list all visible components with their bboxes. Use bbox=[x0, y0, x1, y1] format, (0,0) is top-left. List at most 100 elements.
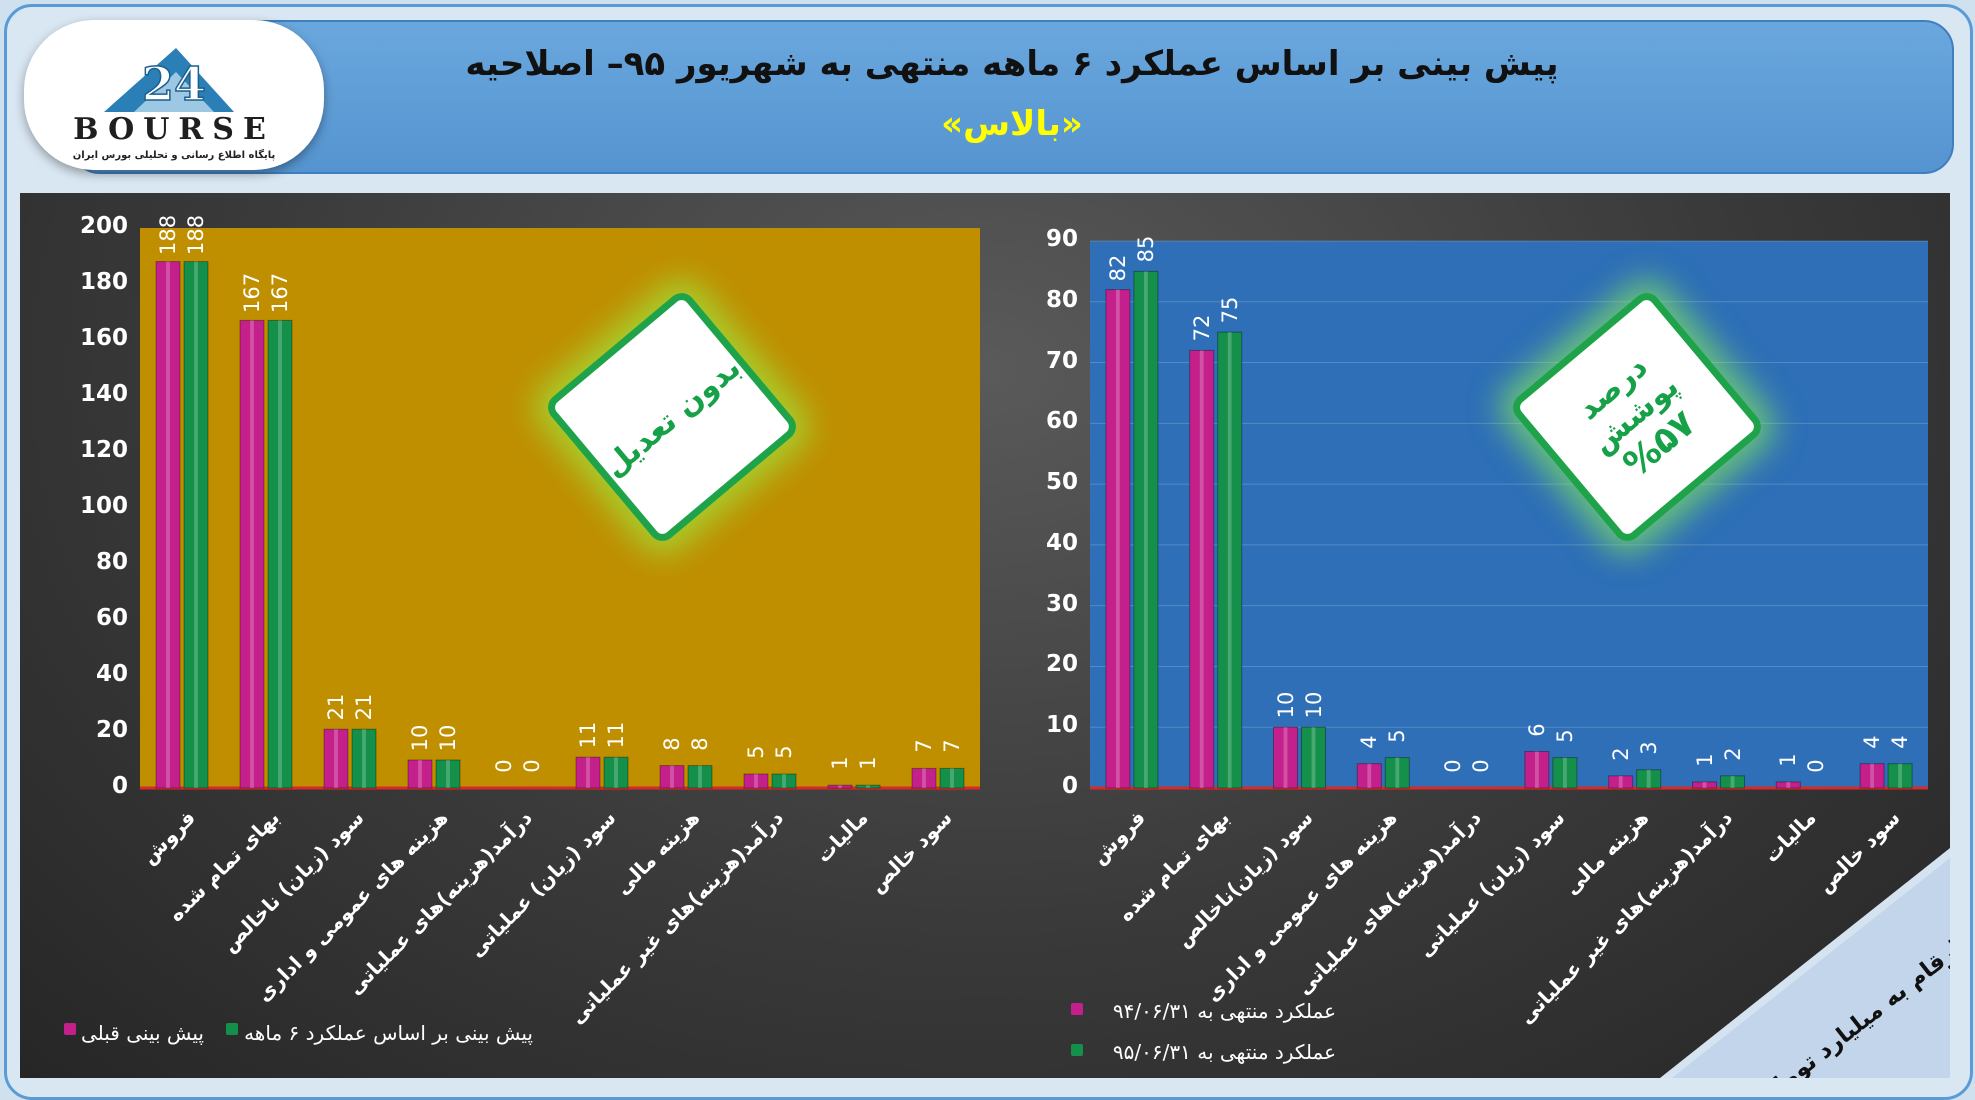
y-tick-label: 120 bbox=[79, 437, 128, 463]
y-tick-label: 90 bbox=[1045, 226, 1078, 252]
bar-series-2 bbox=[183, 261, 209, 789]
bar-series-1 bbox=[743, 773, 769, 789]
bar-value-label: 10 bbox=[1301, 691, 1326, 719]
bar-value-label: 1 bbox=[856, 756, 880, 770]
bar-series-1 bbox=[239, 319, 265, 789]
bar-value-label: 167 bbox=[268, 273, 292, 314]
bar-value-label: 10 bbox=[1273, 691, 1298, 719]
bar-value-label: 6 bbox=[1524, 722, 1549, 737]
legend-swatch-series1 bbox=[64, 1023, 76, 1035]
logo-wordmark: BOURSE bbox=[73, 112, 275, 147]
bar-value-label: 4 bbox=[1888, 735, 1913, 749]
bar-value-label: 0 bbox=[520, 759, 544, 773]
y-tick-label: 160 bbox=[79, 325, 128, 351]
bar-highlight bbox=[1311, 727, 1316, 788]
bar-highlight bbox=[166, 261, 170, 789]
bar-highlight bbox=[614, 757, 618, 788]
bar-highlight bbox=[250, 320, 254, 788]
legend-swatch-series2 bbox=[226, 1023, 238, 1035]
bar-highlight bbox=[586, 757, 590, 788]
bar-value-label: 7 bbox=[912, 739, 936, 754]
bar-value-label: 188 bbox=[184, 214, 208, 255]
bar-series-2 bbox=[855, 784, 881, 789]
bar-highlight bbox=[670, 765, 674, 788]
bar-highlight bbox=[838, 785, 842, 788]
bar-highlight bbox=[754, 774, 758, 788]
bar-value-label: 72 bbox=[1189, 315, 1214, 342]
bar-highlight bbox=[418, 760, 422, 788]
bar-series-1 bbox=[1356, 763, 1382, 789]
bar-value-label: 1 bbox=[1776, 753, 1801, 767]
bar-value-label: 1 bbox=[1692, 753, 1717, 767]
plot-area bbox=[1090, 241, 1928, 788]
bar-series-1 bbox=[1608, 775, 1634, 789]
bar-highlight bbox=[1898, 763, 1903, 788]
page-title: پیش بینی بر اساس عملکرد ۶ ماهه منتهی به … bbox=[465, 44, 1559, 84]
bar-value-label: 8 bbox=[660, 736, 684, 751]
bar-series-2 bbox=[1217, 331, 1243, 789]
bar-value-label: 5 bbox=[744, 745, 768, 759]
bar-highlight bbox=[1870, 763, 1875, 788]
bar-value-label: 21 bbox=[352, 693, 376, 721]
bar-highlight bbox=[1702, 781, 1707, 788]
logo: 24 BOURSE پایگاه اطلاع رسانی و تحلیلی بو… bbox=[24, 20, 324, 170]
bar-value-label: 0 bbox=[1804, 759, 1829, 773]
y-tick-label: 50 bbox=[1045, 469, 1078, 496]
bar-series-2 bbox=[1384, 757, 1410, 789]
bar-series-1 bbox=[911, 767, 937, 789]
bar-series-2 bbox=[687, 765, 713, 789]
bar-series-2 bbox=[1552, 757, 1578, 789]
bar-series-1 bbox=[1105, 289, 1131, 789]
bar-value-label: 188 bbox=[156, 214, 180, 255]
y-tick-label: 60 bbox=[95, 605, 128, 631]
bar-highlight bbox=[1143, 271, 1148, 788]
y-tick-label: 10 bbox=[1045, 712, 1078, 739]
bar-series-1 bbox=[575, 756, 601, 789]
bar-highlight bbox=[1534, 751, 1539, 788]
y-tick-label: 80 bbox=[95, 549, 128, 575]
bar-series-2 bbox=[939, 767, 965, 789]
bar-value-label: 4 bbox=[1860, 735, 1885, 749]
y-tick-label: 40 bbox=[1045, 529, 1078, 556]
bar-series-2 bbox=[351, 728, 377, 789]
bar-value-label: 11 bbox=[576, 721, 600, 749]
bar-series-1 bbox=[1273, 726, 1298, 789]
bar-highlight bbox=[1227, 332, 1232, 788]
bar-highlight bbox=[362, 729, 366, 788]
y-tick-label: 0 bbox=[1061, 773, 1078, 799]
bar-series-2 bbox=[771, 773, 797, 789]
bar-series-1 bbox=[323, 728, 349, 789]
bar-series-1 bbox=[1524, 751, 1550, 789]
bar-series-1 bbox=[407, 759, 433, 789]
legend-swatch-95 bbox=[1071, 1044, 1083, 1056]
bar-value-label: 2 bbox=[1720, 747, 1745, 761]
bar-value-label: 10 bbox=[408, 724, 432, 752]
legend-swatch-94 bbox=[1071, 1003, 1083, 1015]
bar-series-2 bbox=[603, 756, 629, 789]
bar-highlight bbox=[1562, 757, 1567, 788]
bar-value-label: 167 bbox=[240, 273, 264, 314]
bar-series-1 bbox=[1859, 763, 1885, 789]
y-tick-label: 60 bbox=[1045, 408, 1078, 435]
bar-value-label: 75 bbox=[1217, 296, 1242, 324]
header-banner: پیش بینی بر اساس عملکرد ۶ ماهه منتهی به … bbox=[70, 20, 1954, 174]
legend-label-94: عملکرد منتهی به ۹۴/۰۶/۳۱ bbox=[1112, 999, 1336, 1023]
bar-value-label: 5 bbox=[772, 745, 796, 759]
bar-highlight bbox=[446, 760, 450, 788]
legend-label-series2: پیش بینی بر اساس عملکرد ۶ ماهه bbox=[244, 1021, 533, 1045]
bar-series-1 bbox=[1692, 781, 1717, 789]
page-subtitle: «بالاس» bbox=[941, 104, 1083, 144]
bar-value-label: 3 bbox=[1636, 741, 1661, 755]
bar-highlight bbox=[950, 768, 954, 788]
bar-highlight bbox=[278, 320, 282, 788]
bar-value-label: 4 bbox=[1357, 735, 1382, 749]
y-tick-label: 180 bbox=[79, 269, 128, 295]
logo-number: 24 bbox=[142, 57, 206, 111]
bar-value-label: 21 bbox=[324, 693, 348, 721]
bar-value-label: 7 bbox=[940, 739, 964, 754]
bar-highlight bbox=[1646, 769, 1651, 788]
left-badge-text: بدون تعدیل bbox=[596, 349, 748, 485]
bar-series-2 bbox=[1887, 763, 1913, 789]
y-tick-label: 200 bbox=[79, 213, 128, 239]
